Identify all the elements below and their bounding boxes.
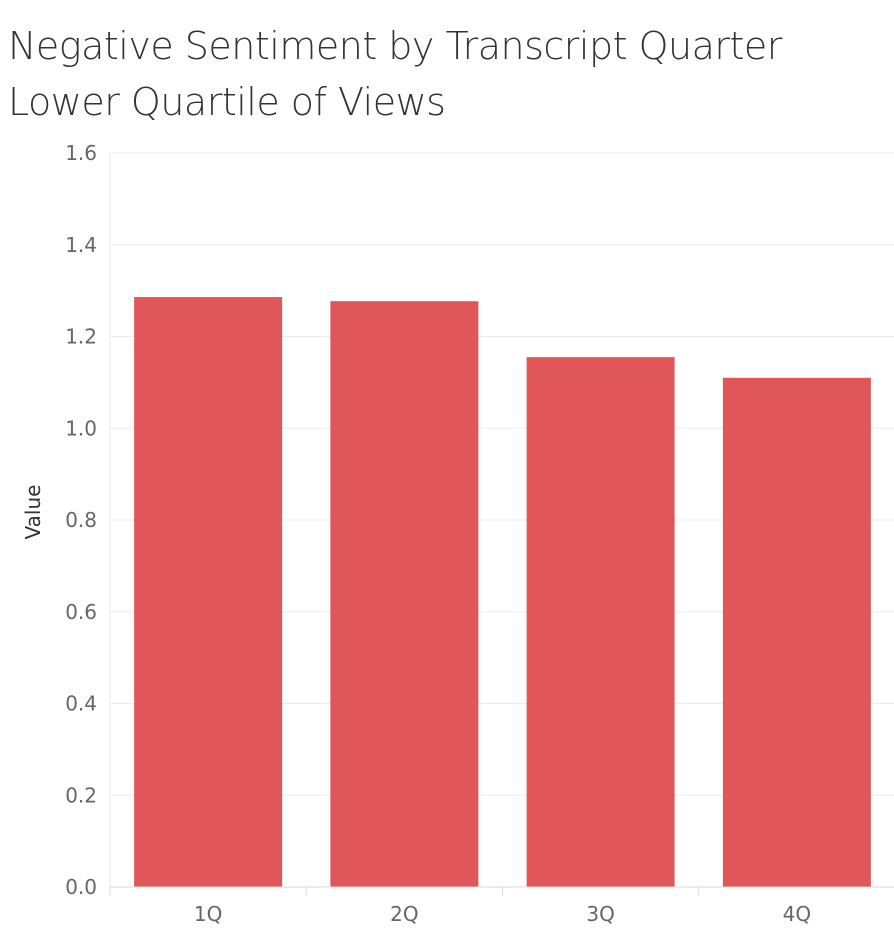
y-tick-label: 0.6	[65, 600, 97, 624]
x-tick-label: 4Q	[783, 902, 811, 926]
bar-1q	[134, 297, 283, 887]
y-tick-label: 0.0	[65, 875, 97, 899]
y-axis-title: Value	[21, 485, 45, 540]
bars	[134, 297, 871, 887]
y-tick-label: 1.2	[65, 325, 97, 349]
axes: 0.0 0.2 0.4 0.6 0.8 1.0 1.2 1.4 1.6 1Q 2Q 3Q 4Q	[65, 141, 894, 926]
x-tick-label: 1Q	[194, 902, 222, 926]
y-tick-label: 1.4	[65, 233, 97, 257]
y-tick-label: 0.4	[65, 692, 97, 716]
bar-3q	[526, 357, 675, 887]
y-tick-label: 0.8	[65, 508, 97, 532]
y-tick-label: 1.0	[65, 416, 97, 440]
bar-4q	[722, 377, 871, 887]
x-tick-label: 3Q	[586, 902, 614, 926]
chart-subtitle: Lower Quartile of Views	[8, 80, 446, 124]
x-tick-label: 2Q	[390, 902, 418, 926]
chart-title: Negative Sentiment by Transcript Quarter	[8, 24, 782, 68]
bar-2q	[330, 301, 479, 887]
chart-header: Negative Sentiment by Transcript Quarter…	[8, 18, 888, 130]
y-tick-label: 0.2	[65, 783, 97, 807]
y-tick-label: 1.6	[65, 141, 97, 165]
